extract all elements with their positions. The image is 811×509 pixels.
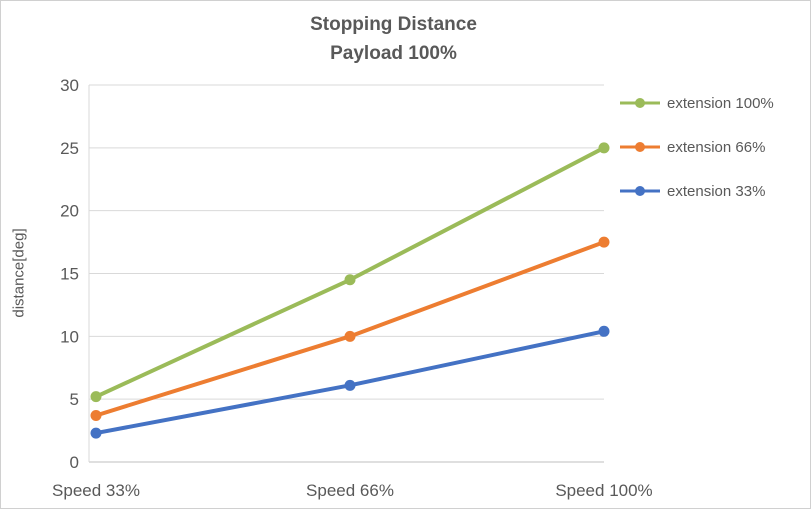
y-tick-label: 5 xyxy=(70,390,79,409)
legend-marker-icon xyxy=(620,186,660,196)
legend: extension 100% extension 66% extension 33% xyxy=(619,91,774,223)
series-marker xyxy=(598,325,610,337)
y-tick-label: 15 xyxy=(60,265,79,284)
series-marker xyxy=(598,236,610,248)
legend-item: extension 100% xyxy=(619,91,774,115)
legend-label: extension 66% xyxy=(667,138,766,156)
series-marker xyxy=(344,379,356,391)
legend-marker-icon xyxy=(620,98,660,108)
x-tick-label: Speed 33% xyxy=(52,481,140,500)
series-marker xyxy=(344,330,356,342)
y-tick-label: 0 xyxy=(70,453,79,472)
legend-item: extension 66% xyxy=(619,135,774,159)
chart-subtitle: Payload 100% xyxy=(330,42,457,64)
legend-marker-icon xyxy=(620,142,660,152)
y-tick-label: 20 xyxy=(60,202,79,221)
series-marker xyxy=(598,142,610,154)
series-marker xyxy=(344,274,356,286)
chart-title-block: Stopping Distance Payload 100% xyxy=(1,11,786,68)
series-marker xyxy=(90,427,102,439)
y-tick-label: 25 xyxy=(60,139,79,158)
x-tick-label: Speed 100% xyxy=(555,481,652,500)
legend-label: extension 33% xyxy=(667,182,766,200)
series-marker xyxy=(90,410,102,422)
legend-item: extension 33% xyxy=(619,179,774,203)
x-tick-label: Speed 66% xyxy=(306,481,394,500)
legend-label: extension 100% xyxy=(667,94,774,112)
series-marker xyxy=(90,391,102,403)
y-tick-label: 30 xyxy=(60,76,79,95)
y-tick-label: 10 xyxy=(60,327,79,346)
chart-title: Stopping Distance xyxy=(310,14,477,35)
